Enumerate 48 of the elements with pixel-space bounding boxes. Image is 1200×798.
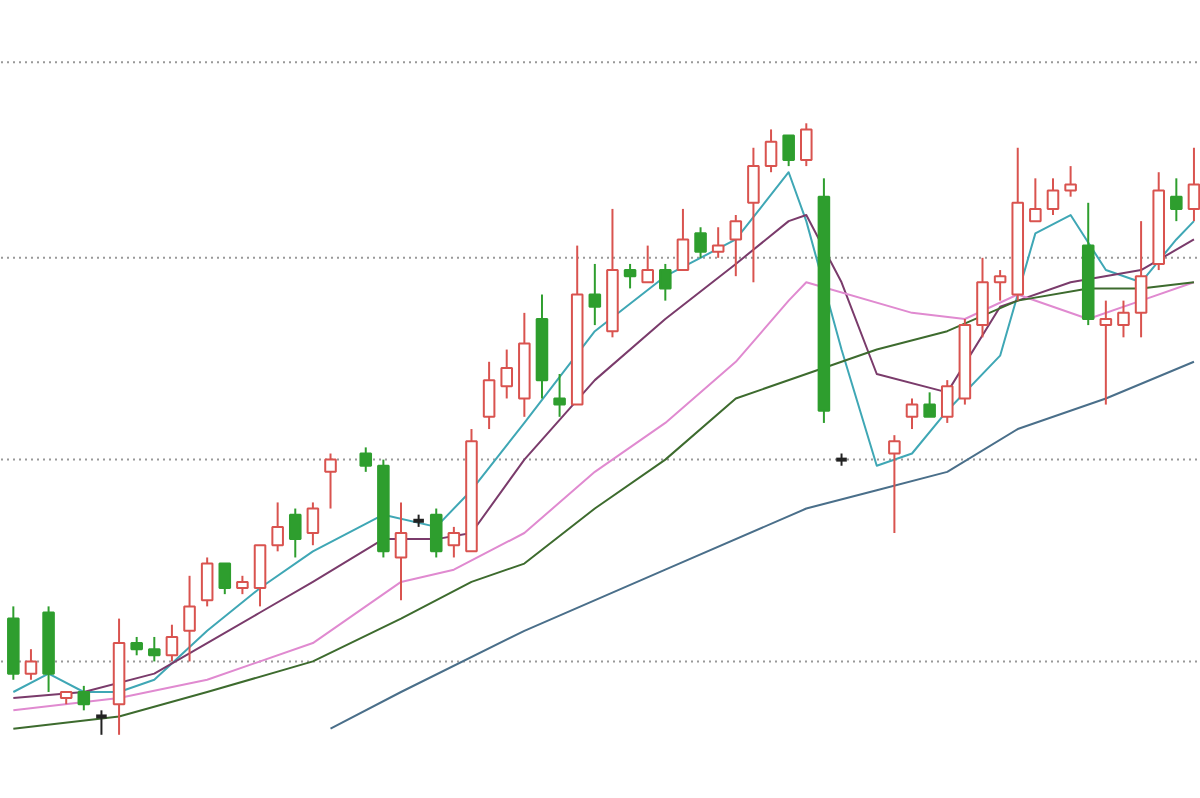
candlestick xyxy=(1187,146,1200,223)
candlestick xyxy=(24,648,38,681)
candlestick xyxy=(782,134,795,168)
candlestick xyxy=(1099,299,1113,406)
candlestick xyxy=(130,635,143,657)
candlestick xyxy=(905,397,919,431)
candlestick xyxy=(800,122,813,168)
candlestick xyxy=(993,269,1007,302)
candlestick xyxy=(1134,220,1148,339)
candlestick xyxy=(394,501,408,602)
candlestick xyxy=(1029,177,1042,223)
candlestick xyxy=(764,128,778,174)
candlestick xyxy=(359,446,373,473)
candlestick xyxy=(1170,177,1183,223)
candlestick xyxy=(923,391,936,418)
candlestick xyxy=(888,434,901,534)
candlestick xyxy=(940,379,954,424)
candlestick xyxy=(641,244,654,284)
candlestick xyxy=(429,507,443,559)
candlestick xyxy=(271,501,284,553)
candlestick xyxy=(500,348,514,400)
candlestick xyxy=(94,709,109,736)
candlestick xyxy=(659,262,672,302)
candlestick xyxy=(200,556,214,608)
candlestick xyxy=(747,146,760,284)
candlestick xyxy=(482,360,496,431)
candlestick xyxy=(253,544,267,608)
candlestick xyxy=(218,562,232,596)
candlestick xyxy=(1064,165,1077,198)
candlestick xyxy=(623,262,637,290)
candlestick xyxy=(306,501,320,547)
candlestick xyxy=(553,373,566,418)
candlestick xyxy=(694,226,707,259)
candlestick xyxy=(447,525,461,559)
candlestick xyxy=(676,207,690,272)
candlestick xyxy=(324,452,337,510)
candlestick xyxy=(1117,299,1130,339)
candlestick xyxy=(711,226,725,259)
candlestick xyxy=(183,574,196,663)
candlestick xyxy=(588,262,602,327)
candlestick xyxy=(236,574,249,596)
candlestick xyxy=(1046,177,1060,217)
candlestick xyxy=(976,256,989,339)
candlestick xyxy=(165,623,179,663)
candlestick xyxy=(729,214,743,278)
candlestick xyxy=(288,507,302,559)
candlestick xyxy=(148,635,161,663)
candlestick xyxy=(77,684,91,712)
